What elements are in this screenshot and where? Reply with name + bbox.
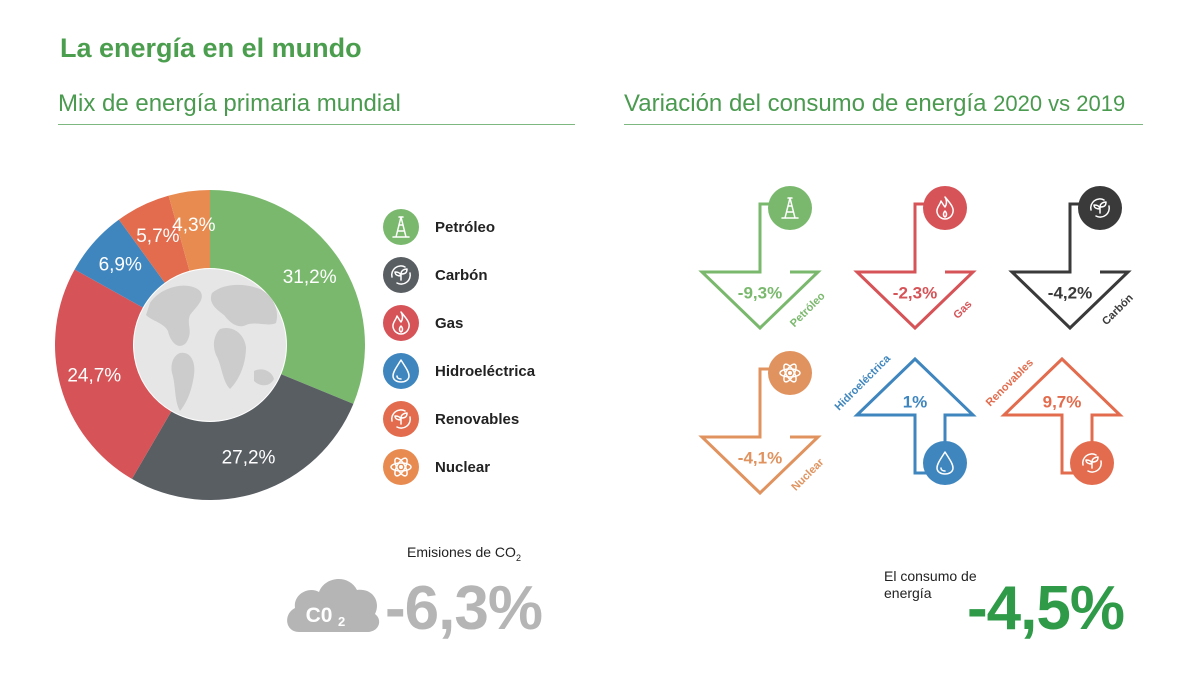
variation-value-0: -9,3% <box>738 283 782 302</box>
variation-arrow-0: -9,3% Petróleo <box>698 186 828 331</box>
variation-title-years: 2020 vs 2019 <box>993 91 1126 116</box>
donut-label-0: 31,2% <box>283 267 337 288</box>
variation-arrow-shape-2 <box>1008 202 1132 331</box>
energy-mix-donut-chart: 31,2% 27,2% 24,7% 6,9% 5,7%4,3% <box>54 190 365 500</box>
donut-slice-0 <box>210 190 365 404</box>
variation-value-5: 9,7% <box>1043 392 1082 411</box>
water-drop-icon <box>383 353 419 389</box>
donut-slice-5 <box>168 190 210 271</box>
variation-category-4: Hidroeléctrica <box>833 352 894 413</box>
globe-icon <box>134 269 286 421</box>
variation-arrow-shape-4 <box>853 356 977 475</box>
atom-icon <box>768 351 812 395</box>
legend-item-3: Hidroeléctrica <box>383 347 535 395</box>
variation-arrow-shape-3 <box>698 367 822 496</box>
consumption-variation-chart: -9,3% Petróleo -2,3% Gas -4,2% Carbón -4,1% Nuc… <box>698 186 1136 496</box>
oil-derrick-icon <box>383 209 419 245</box>
legend-label-2: Gas <box>435 314 464 332</box>
variation-arrow-5: 9,7% Renovables <box>984 356 1124 485</box>
carbon-leaf-icon <box>383 257 419 293</box>
donut-label-5: 4,3% <box>172 215 215 236</box>
variation-category-5: Renovables <box>984 357 1036 409</box>
donut-slice-4 <box>118 195 190 283</box>
donut-slice-3 <box>74 219 165 308</box>
variation-arrow-shape-0 <box>698 202 822 331</box>
co2-caption-sub: 2 <box>515 552 521 563</box>
flame-icon <box>383 305 419 341</box>
co2-caption: Emisiones de CO2 <box>407 544 521 563</box>
legend-item-5: Nuclear <box>383 443 535 491</box>
variation-arrow-shape-1 <box>853 202 977 331</box>
renewable-leaf-icon <box>383 401 419 437</box>
consumo-value: -4,5% <box>967 574 1125 643</box>
variation-category-3: Nuclear <box>789 456 827 494</box>
donut-label-2: 24,7% <box>67 366 121 387</box>
legend-item-2: Gas <box>383 299 535 347</box>
donut-label-4: 5,7% <box>136 226 179 247</box>
co2-cloud-text: C0 <box>306 604 333 627</box>
consumo-caption: El consumo de energía <box>884 568 977 601</box>
legend-label-4: Renovables <box>435 410 520 428</box>
legend-item-4: Renovables <box>383 395 535 443</box>
variation-value-4: 1% <box>903 392 928 411</box>
donut-slice-2 <box>54 269 172 479</box>
variation-title-text: Variación del consumo de energía <box>624 90 987 117</box>
renewable-leaf-icon <box>1070 441 1114 485</box>
legend-label-5: Nuclear <box>435 458 491 476</box>
variation-arrow-1: -2,3% Gas <box>853 186 977 331</box>
donut-label-1: 27,2% <box>222 448 276 469</box>
donut-slice-1 <box>131 374 354 500</box>
legend-label-0: Petróleo <box>435 218 496 236</box>
variation-category-1: Gas <box>951 298 974 321</box>
co2-caption-text: Emisiones de CO <box>407 544 516 560</box>
variation-value-2: -4,2% <box>1048 283 1092 302</box>
variation-value-3: -4,1% <box>738 448 782 467</box>
legend-label-1: Carbón <box>435 266 488 284</box>
water-drop-icon <box>923 441 967 485</box>
page-title: La energía en el mundo <box>60 33 362 63</box>
oil-derrick-icon <box>768 186 812 230</box>
atom-icon <box>383 449 419 485</box>
co2-cloud-icon: C0 2 <box>287 578 380 632</box>
variation-arrow-2: -4,2% Carbón <box>1008 186 1136 331</box>
legend-label-3: Hidroeléctrica <box>435 362 536 380</box>
mix-title: Mix de energía primaria mundial <box>58 90 575 125</box>
variation-value-1: -2,3% <box>893 283 937 302</box>
legend-item-0: Petróleo <box>383 203 535 251</box>
carbon-leaf-icon <box>1078 186 1122 230</box>
co2-cloud-sub: 2 <box>338 614 345 629</box>
donut-label-3: 6,9% <box>99 254 142 275</box>
variation-category-2: Carbón <box>1100 292 1136 328</box>
energy-legend: Petróleo Carbón Gas Hidroeléctrica Renovable… <box>383 203 535 491</box>
legend-item-1: Carbón <box>383 251 535 299</box>
variation-title: Variación del consumo de energía 2020 vs… <box>624 90 1143 125</box>
variation-arrow-4: 1% Hidroeléctrica <box>833 352 977 485</box>
flame-icon <box>923 186 967 230</box>
variation-arrow-shape-5 <box>1000 356 1124 475</box>
variation-arrow-3: -4,1% Nuclear <box>698 351 827 496</box>
co2-value: -6,3% <box>385 574 543 643</box>
